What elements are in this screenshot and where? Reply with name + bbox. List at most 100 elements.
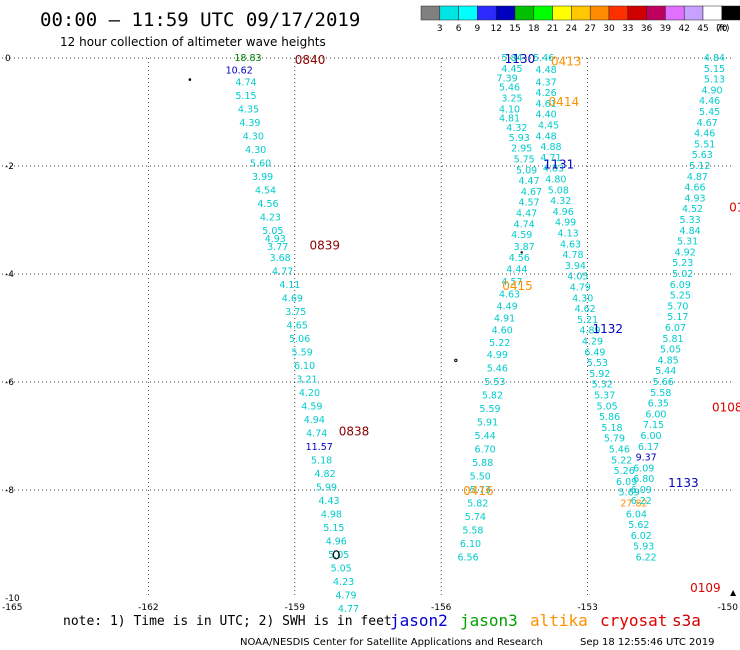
track-time-label: 0416	[463, 484, 494, 498]
swh-point: 5.05	[660, 345, 681, 356]
swh-point: 5.06	[289, 334, 310, 345]
satellite-name-jason3: jason3	[460, 611, 518, 630]
y-tick-label: 0	[5, 54, 11, 64]
swh-point: 6.02	[631, 531, 652, 542]
swh-point: 5.05	[597, 401, 618, 412]
swh-point: 6.07	[665, 323, 686, 334]
island-marker	[520, 251, 523, 254]
series-cryosat: 4.845.155.134.904.465.454.674.465.515.63…	[631, 53, 725, 507]
swh-point: 4.80	[545, 175, 566, 186]
swh-point: 4.65	[287, 320, 308, 331]
swh-point: 4.61	[536, 99, 557, 110]
satellite-name-s3a: s3a	[672, 611, 701, 630]
swh-point: 4.56	[509, 253, 530, 264]
track-time-label: 0838	[339, 425, 370, 439]
swh-point: 4.82	[314, 469, 335, 480]
scale-label-15: 15	[509, 24, 520, 34]
swh-point: 5.17	[667, 312, 688, 323]
swh-point: 5.53	[484, 377, 505, 388]
swh-point: 6.09	[616, 477, 637, 488]
swh-point: 4.66	[684, 183, 705, 194]
scale-swatch-3	[477, 5, 497, 21]
swh-point: 18.83	[234, 53, 261, 64]
island-marker	[730, 590, 737, 596]
x-tick-label: -150	[718, 603, 739, 613]
scale-label-30: 30	[603, 24, 615, 34]
y-tick-label: -6	[5, 378, 14, 388]
swh-point: 5.46	[487, 364, 508, 375]
scale-swatch-1	[439, 5, 459, 21]
swh-point: 5.18	[601, 423, 622, 434]
scale-swatch-6	[533, 5, 553, 21]
swh-point: 2.95	[511, 144, 532, 155]
swh-point: 5.93	[633, 542, 654, 553]
island-marker	[188, 78, 192, 81]
swh-point: 4.94	[304, 415, 325, 426]
swh-point: 6.00	[640, 431, 661, 442]
swh-point: 6.04	[626, 509, 647, 520]
scale-label-12: 12	[490, 24, 501, 34]
swh-point: 5.82	[482, 391, 503, 402]
swh-point: 5.15	[323, 523, 344, 534]
scale-swatch-16	[721, 5, 740, 21]
swh-point: 4.63	[560, 239, 581, 250]
scale-swatch-15	[702, 5, 723, 21]
swh-point: 3.68	[270, 253, 291, 264]
y-tick-label: -2	[5, 162, 14, 172]
swh-point: 5.08	[548, 185, 569, 196]
scale-label-24: 24	[566, 24, 578, 34]
swh-point: 4.88	[540, 142, 561, 153]
swh-point: 3.21	[296, 374, 317, 385]
swh-point: 4.40	[536, 110, 557, 121]
scale-swatch-14	[683, 5, 704, 21]
chart-subtitle: 12 hour collection of altimeter wave hei…	[60, 35, 326, 49]
scale-swatch-0	[420, 5, 441, 21]
swh-point: 5.59	[292, 347, 313, 358]
satellite-name-jason2: jason2	[390, 611, 448, 630]
swh-point: 5.79	[604, 434, 625, 445]
swh-point: 4.74	[514, 219, 535, 230]
scale-swatch-10	[608, 5, 629, 21]
swh-point: 4.37	[536, 77, 557, 88]
swh-point: 5.69	[619, 488, 640, 499]
swh-point: 5.05	[262, 226, 283, 237]
x-tick-label: -165	[2, 603, 22, 613]
scale-label-70: 70	[716, 24, 728, 34]
scale-swatch-2	[458, 5, 478, 21]
swh-point: 4.74	[235, 77, 256, 88]
swh-point: 5.15	[704, 64, 725, 75]
swh-point: 5.25	[670, 291, 691, 302]
satellite-name-cryosat: cryosat	[600, 611, 667, 630]
y-tick-label: -8	[5, 486, 14, 496]
swh-point: 4.59	[511, 230, 532, 241]
swh-point: 5.32	[592, 380, 613, 391]
swh-point: 5.02	[672, 269, 693, 280]
swh-point: 4.47	[516, 209, 537, 220]
swh-point: 4.59	[301, 401, 322, 412]
swh-point: 9.37	[636, 453, 657, 464]
swh-point: 4.56	[257, 199, 278, 210]
track-time-label: 010	[729, 201, 740, 215]
swh-point: 4.83	[543, 164, 564, 175]
swh-point: 4.30	[245, 145, 266, 156]
swh-point: 5.58	[462, 526, 483, 537]
swh-point: 4.67	[521, 187, 542, 198]
swh-point: 4.87	[687, 172, 708, 183]
swh-point: 5.84	[501, 53, 522, 64]
swh-point: 3.94	[565, 261, 586, 272]
scale-label-27: 27	[584, 24, 595, 34]
swh-point: 5.12	[689, 161, 710, 172]
swh-point: 4.67	[697, 118, 718, 129]
footer-timestamp: Sep 18 12:55:46 UTC 2019	[580, 637, 714, 648]
swh-point: 4.99	[487, 350, 508, 361]
swh-point: 6.70	[475, 445, 496, 456]
track-time-label: 0415	[502, 279, 533, 293]
scale-label-33: 33	[622, 24, 633, 34]
swh-point: 4.48	[536, 65, 557, 76]
swh-point: 5.53	[587, 358, 608, 369]
swh-point: 10.62	[226, 65, 253, 76]
swh-point: 7.15	[643, 420, 664, 431]
swh-point: 4.32	[550, 196, 571, 207]
swh-point: 5.22	[489, 338, 510, 349]
track-time-label: 1132	[592, 322, 623, 336]
